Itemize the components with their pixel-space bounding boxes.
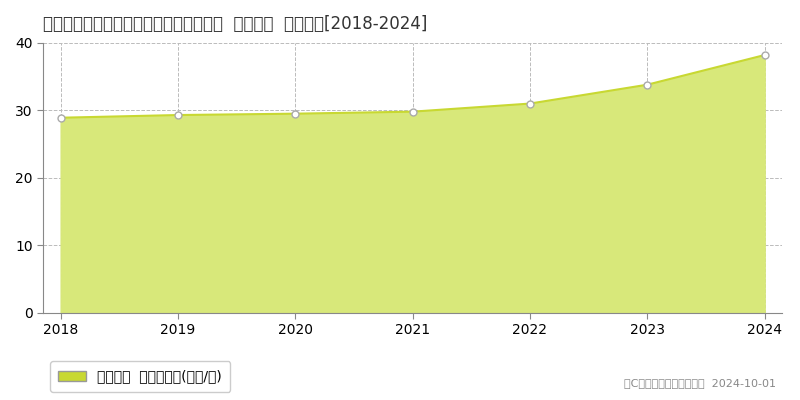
Point xyxy=(523,100,536,107)
Legend: 基準地価  平均坪単価(万円/坪): 基準地価 平均坪単価(万円/坪) xyxy=(50,361,230,392)
Point xyxy=(54,114,67,121)
Point xyxy=(758,52,771,58)
Text: 茨城県つくば市学園の森２丁目２９番３  基準地価  地価推移[2018-2024]: 茨城県つくば市学園の森２丁目２９番３ 基準地価 地価推移[2018-2024] xyxy=(43,15,427,33)
Point xyxy=(641,82,654,88)
Point xyxy=(406,108,419,115)
Point xyxy=(171,112,184,118)
Point xyxy=(289,110,302,117)
Text: （C）土地価格ドットコム  2024-10-01: （C）土地価格ドットコム 2024-10-01 xyxy=(624,378,776,388)
